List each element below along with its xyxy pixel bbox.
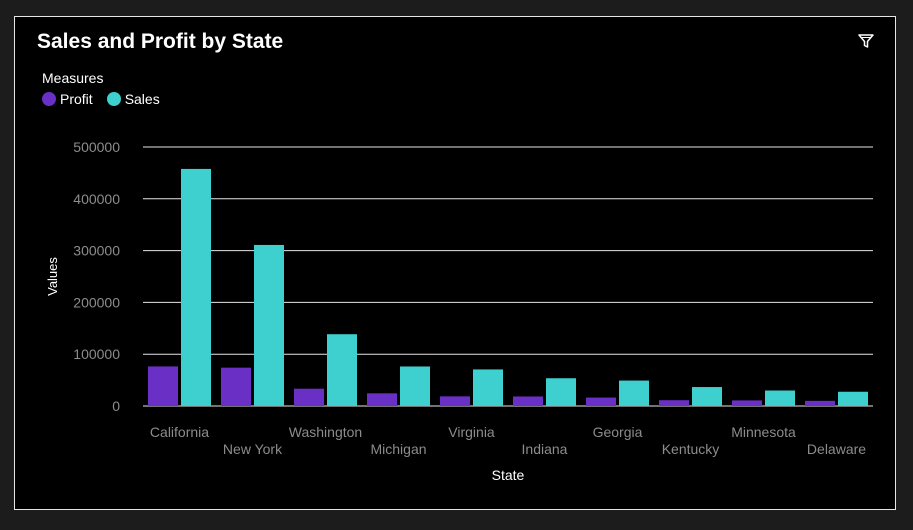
bar-profit-minnesota[interactable] xyxy=(732,400,762,406)
legend: Profit Sales xyxy=(42,91,174,107)
y-tick-label-500000: 500000 xyxy=(73,139,120,155)
x-tick-label-virginia: Virginia xyxy=(448,424,495,440)
bar-profit-michigan[interactable] xyxy=(367,393,397,406)
y-tick-label-200000: 200000 xyxy=(73,294,120,310)
bar-sales-georgia[interactable] xyxy=(619,380,649,406)
chart-panel: Sales and Profit by State Measures Profi… xyxy=(14,16,896,510)
legend-label-profit: Profit xyxy=(60,91,93,107)
bar-sales-washington[interactable] xyxy=(327,334,357,406)
y-axis-label: Values xyxy=(45,257,60,296)
bar-profit-kentucky[interactable] xyxy=(659,400,689,406)
bar-chart: 0 100000 200000 300000 400000 500000 Values Cal… xyxy=(45,139,873,483)
bar-sales-new-york[interactable] xyxy=(254,244,284,406)
x-axis-label: State xyxy=(492,467,525,483)
bar-sales-minnesota[interactable] xyxy=(765,390,795,406)
y-tick-label-100000: 100000 xyxy=(73,346,120,362)
x-tick-label-michigan: Michigan xyxy=(370,441,426,457)
bar-sales-virginia[interactable] xyxy=(473,369,503,406)
y-tick-label-0: 0 xyxy=(112,398,120,414)
legend-label-sales: Sales xyxy=(124,91,160,107)
x-tick-label-kentucky: Kentucky xyxy=(662,441,720,457)
legend-title: Measures xyxy=(42,70,104,86)
bar-sales-delaware[interactable] xyxy=(838,391,868,406)
bar-profit-georgia[interactable] xyxy=(586,397,616,406)
bar-profit-virginia[interactable] xyxy=(440,396,470,406)
x-tick-label-california: California xyxy=(150,424,209,440)
chart-title: Sales and Profit by State xyxy=(37,30,284,53)
bar-profit-washington[interactable] xyxy=(294,388,324,406)
x-tick-label-delaware: Delaware xyxy=(807,441,866,457)
bar-profit-new-york[interactable] xyxy=(221,367,251,406)
bar-sales-california[interactable] xyxy=(181,168,211,406)
x-tick-label-washington: Washington xyxy=(289,424,362,440)
legend-swatch-profit xyxy=(42,92,56,106)
bar-profit-california[interactable] xyxy=(148,366,178,406)
legend-swatch-sales xyxy=(106,92,121,106)
legend-item-sales[interactable]: Sales xyxy=(106,91,160,107)
filter-icon[interactable] xyxy=(857,32,875,50)
y-tick-label-300000: 300000 xyxy=(73,243,120,259)
bar-sales-indiana[interactable] xyxy=(546,378,576,406)
bar-profit-indiana[interactable] xyxy=(513,396,543,406)
y-tick-label-400000: 400000 xyxy=(73,191,120,207)
x-tick-label-new-york: New York xyxy=(223,441,283,457)
bar-sales-michigan[interactable] xyxy=(400,366,430,406)
x-tick-label-indiana: Indiana xyxy=(522,441,568,457)
bar-sales-kentucky[interactable] xyxy=(692,387,722,406)
x-tick-label-minnesota: Minnesota xyxy=(731,424,796,440)
bar-profit-delaware[interactable] xyxy=(805,400,835,406)
x-tick-label-georgia: Georgia xyxy=(593,424,643,440)
legend-item-profit[interactable]: Profit xyxy=(42,91,93,107)
